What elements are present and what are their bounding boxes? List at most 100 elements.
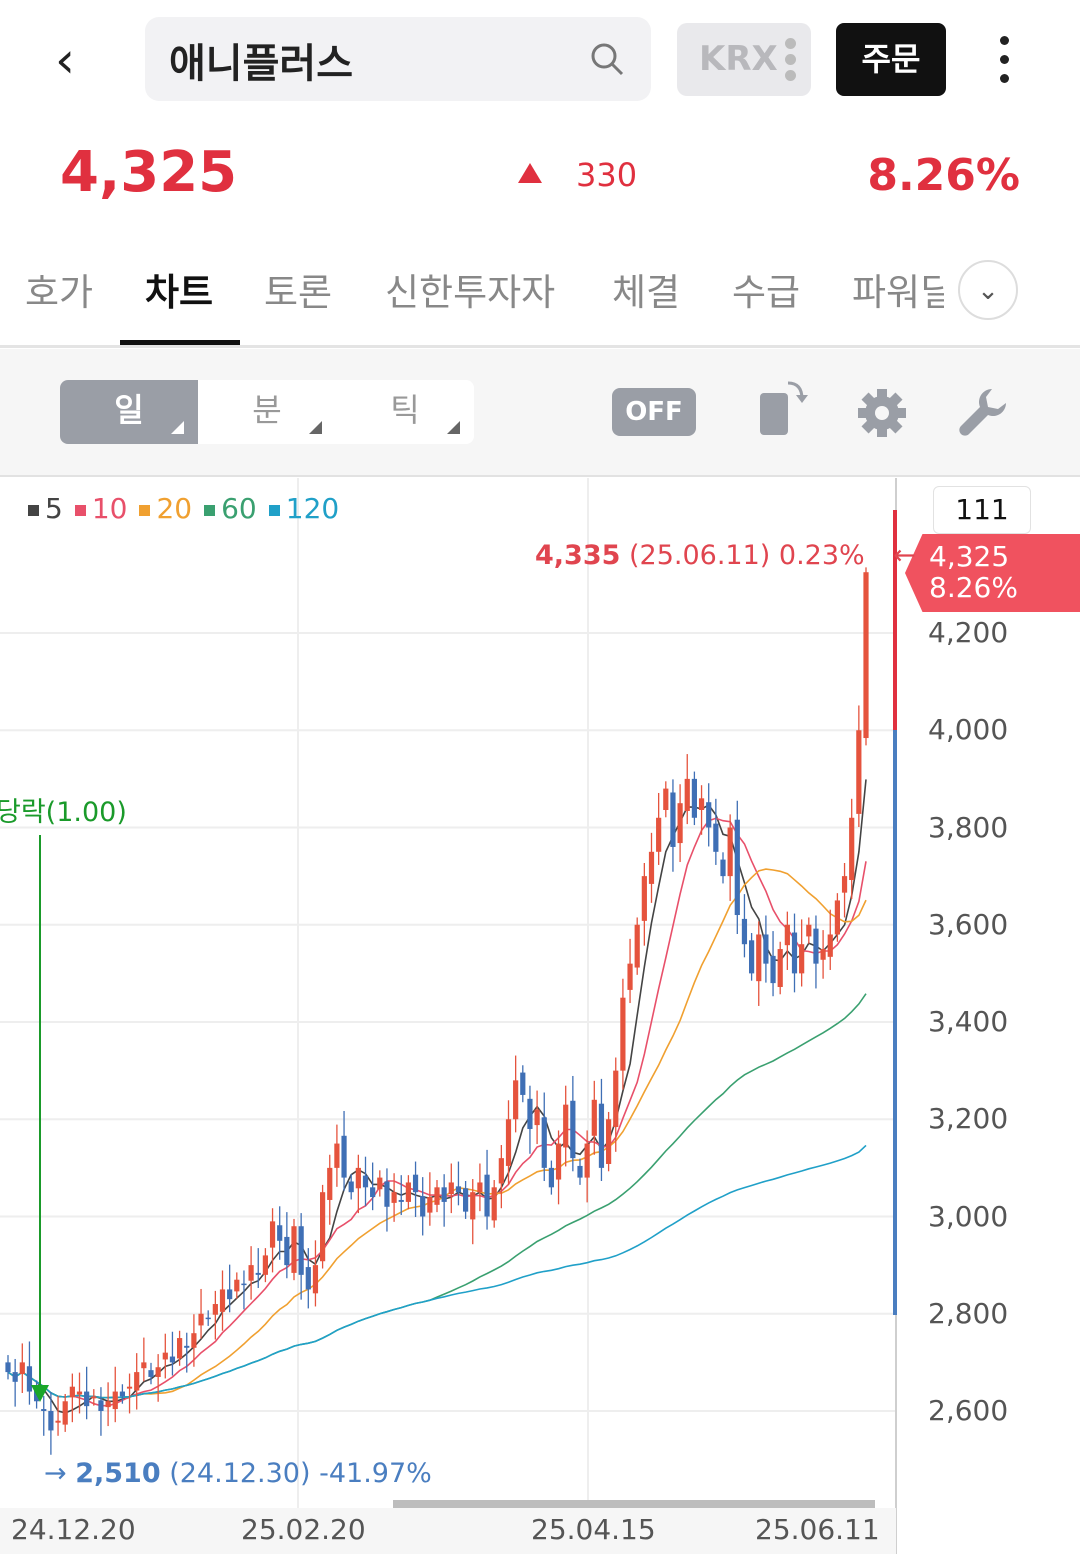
candle-body bbox=[19, 1362, 25, 1375]
candle-body bbox=[527, 1098, 533, 1129]
x-tick-label: 25.06.11 bbox=[755, 1513, 880, 1546]
candle-body bbox=[470, 1192, 476, 1220]
chart-scrollbar[interactable] bbox=[393, 1500, 875, 1508]
search-icon[interactable] bbox=[589, 41, 625, 77]
candle-body bbox=[598, 1103, 605, 1168]
candle-body bbox=[248, 1265, 254, 1281]
back-button[interactable]: ‹ bbox=[55, 30, 105, 90]
legend-item-ma120[interactable]: 120 bbox=[268, 492, 345, 525]
tab-supply[interactable]: 수급 bbox=[732, 271, 801, 314]
tab-bar: 호가 차트 토론 신한투자자 체결 수급 파워딜 bbox=[0, 240, 1080, 348]
candle-body bbox=[799, 944, 805, 974]
y-tick-label: 2,600 bbox=[928, 1394, 1009, 1427]
rotate-screen-icon[interactable] bbox=[758, 379, 810, 437]
candle-body bbox=[26, 1366, 33, 1392]
tab-orderbook[interactable]: 호가 bbox=[25, 271, 94, 314]
candle-body bbox=[720, 859, 726, 877]
candle-body bbox=[570, 1100, 576, 1159]
candle-body bbox=[777, 949, 783, 987]
candle-body bbox=[284, 1236, 290, 1266]
market-select-button[interactable]: KRX bbox=[677, 23, 811, 96]
tab-trades[interactable]: 체결 bbox=[612, 271, 681, 314]
search-input[interactable]: 애니플러스 bbox=[145, 17, 651, 101]
legend-item-ma5[interactable]: 5 bbox=[28, 492, 69, 525]
legend-item-ma10[interactable]: 10 bbox=[74, 492, 134, 525]
order-button[interactable]: 주문 bbox=[836, 23, 946, 96]
candle-body bbox=[141, 1362, 147, 1369]
candle-body bbox=[55, 1420, 61, 1423]
candle-body bbox=[262, 1255, 268, 1275]
candle-body bbox=[741, 918, 748, 945]
tab-powerdeal[interactable]: 파워딜 bbox=[852, 271, 944, 314]
chevron-down-icon[interactable]: ⌄ bbox=[958, 260, 1018, 320]
chevron-left-icon: ‹ bbox=[55, 31, 75, 89]
reference-marker-triangle bbox=[31, 1385, 49, 1402]
legend-item-ma60[interactable]: 60 bbox=[204, 492, 263, 525]
candlestick-chart[interactable] bbox=[0, 478, 1080, 1554]
y-tick-label: 3,600 bbox=[928, 907, 1009, 941]
candle-body bbox=[355, 1167, 361, 1189]
candle-body bbox=[613, 1070, 619, 1128]
candle-body bbox=[162, 1352, 168, 1360]
candle-body bbox=[627, 963, 633, 990]
candle-body bbox=[463, 1188, 469, 1212]
candle-body bbox=[362, 1175, 369, 1188]
candle-body bbox=[227, 1289, 233, 1300]
change-percent: 8.26% bbox=[867, 150, 1020, 201]
candle-body bbox=[841, 876, 848, 893]
candle-body bbox=[398, 1199, 404, 1202]
candle-body bbox=[126, 1386, 133, 1389]
candle-body bbox=[648, 851, 655, 884]
chart-toolbar: 일 분 틱 OFF bbox=[0, 349, 1080, 477]
period-day-button[interactable]: 일 bbox=[60, 380, 198, 444]
legend-item-ma20[interactable]: 20 bbox=[139, 492, 198, 525]
candle-body bbox=[634, 924, 640, 968]
period-tick-button[interactable]: 틱 bbox=[336, 380, 474, 444]
candle-body bbox=[327, 1167, 333, 1200]
current-price-tag: 4,325 8.26% bbox=[905, 534, 1080, 612]
candle-body bbox=[684, 778, 690, 811]
candle-body bbox=[312, 1265, 319, 1294]
candle-body bbox=[477, 1182, 483, 1193]
candle-body bbox=[12, 1372, 18, 1382]
candle-body bbox=[291, 1226, 297, 1273]
ma120-line bbox=[7, 1144, 867, 1399]
gear-icon[interactable] bbox=[856, 387, 908, 439]
candle-body bbox=[255, 1272, 261, 1275]
candle-body bbox=[105, 1401, 111, 1408]
off-toggle[interactable]: OFF bbox=[612, 388, 696, 436]
candle-body bbox=[563, 1104, 569, 1148]
candle-body bbox=[177, 1338, 183, 1359]
candle-body bbox=[427, 1197, 433, 1213]
x-axis bbox=[0, 1508, 896, 1554]
candle-body bbox=[155, 1367, 161, 1377]
candle-body bbox=[148, 1370, 154, 1377]
candle-body bbox=[412, 1174, 419, 1193]
candle-body bbox=[791, 932, 798, 974]
kebab-icon[interactable] bbox=[1000, 36, 1014, 93]
candle-body bbox=[441, 1187, 447, 1202]
tab-chart[interactable]: 차트 bbox=[145, 271, 214, 314]
candle-body bbox=[169, 1356, 176, 1363]
candle-body bbox=[76, 1391, 83, 1395]
x-tick-label: 24.12.20 bbox=[11, 1513, 136, 1546]
candle-body bbox=[112, 1391, 118, 1410]
candle-body bbox=[763, 934, 769, 964]
tab-discussion[interactable]: 토론 bbox=[264, 271, 333, 314]
candle-body bbox=[420, 1196, 426, 1217]
candle-body bbox=[298, 1226, 304, 1275]
candle-body bbox=[41, 1409, 47, 1411]
tab-investor[interactable]: 신한투자자 bbox=[385, 271, 556, 314]
candle-body bbox=[212, 1304, 218, 1315]
candle-body bbox=[849, 817, 855, 881]
candle-body bbox=[277, 1225, 283, 1241]
candle-body bbox=[834, 900, 840, 935]
wrench-icon[interactable] bbox=[958, 387, 1008, 437]
candle-body bbox=[69, 1386, 75, 1398]
candle-body bbox=[62, 1401, 68, 1425]
candle-body bbox=[184, 1345, 190, 1348]
candle-body bbox=[234, 1279, 240, 1292]
y-tick-label: 3,800 bbox=[928, 810, 1009, 844]
period-minute-button[interactable]: 분 bbox=[198, 380, 336, 444]
reference-marker-label: 당락(1.00) bbox=[0, 797, 127, 828]
